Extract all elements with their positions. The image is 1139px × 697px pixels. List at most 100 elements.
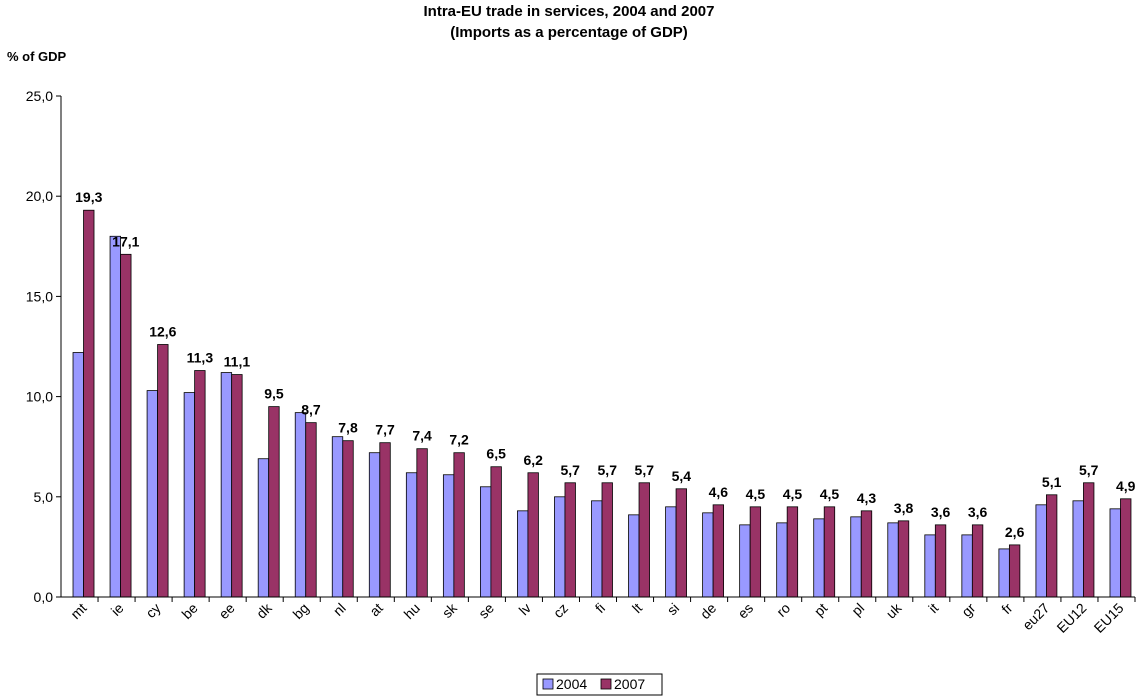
x-tick-label: EU12	[1053, 600, 1089, 636]
axes-lines	[60, 96, 1135, 598]
bar-2004-lt	[628, 514, 640, 598]
bar-2004-de	[702, 512, 714, 598]
x-tick-label: cy	[142, 600, 163, 621]
data-label: 6,5	[486, 446, 506, 462]
legend-label-2007: 2007	[614, 676, 645, 692]
bar-2007-bg	[305, 422, 317, 598]
bar-2007-fr	[1008, 544, 1021, 598]
bar-2007-hu	[416, 448, 428, 598]
bar-2007-lt	[638, 482, 650, 598]
bar-2004-it	[924, 534, 936, 598]
bar-2004-sk	[442, 474, 455, 598]
y-tick-label: 15,0	[26, 288, 53, 304]
data-label: 7,4	[412, 428, 432, 444]
data-label: 4,6	[709, 484, 729, 500]
x-tick-label: fr	[998, 600, 1016, 618]
x-tick-label: uk	[883, 599, 905, 621]
y-tick-label: 20,0	[26, 188, 53, 204]
x-tick-label: gr	[958, 600, 978, 620]
y-axis: 0,0 5,0 10,0 15,0 20,0 25,0	[26, 88, 61, 605]
data-label: 4,9	[1116, 478, 1136, 494]
bar-2004-fi	[591, 500, 603, 598]
bar-2007-fi	[601, 482, 613, 598]
bar-2004-be	[183, 392, 196, 598]
bar-2007-dk	[268, 406, 280, 598]
bar-2007-mt	[83, 209, 95, 598]
bar-2007-nl	[342, 440, 354, 598]
bar-2004-EU12	[1072, 500, 1084, 598]
data-label: 5,7	[560, 462, 580, 478]
data-label: 4,3	[857, 490, 877, 506]
x-tick-label: be	[178, 600, 200, 622]
data-label: 19,3	[75, 189, 102, 205]
legend: 2004 2007	[536, 673, 663, 696]
bar-2004-ro	[776, 522, 788, 598]
bar-2004-cy	[146, 390, 158, 598]
data-label: 8,7	[301, 402, 321, 418]
bar-2004-lv	[517, 510, 529, 598]
chart-title: Intra-EU trade in services, 2004 and 200…	[424, 3, 715, 20]
data-label: 11,1	[224, 354, 251, 370]
bar-2007-se	[490, 466, 502, 598]
y-tick-label: 10,0	[26, 389, 53, 405]
x-tick-label: hu	[401, 600, 423, 622]
data-label: 4,5	[746, 486, 766, 502]
x-tick-label: dk	[253, 599, 275, 621]
x-tick-label: bg	[290, 600, 312, 622]
bar-2007-es	[749, 506, 762, 598]
x-tick-label: EU15	[1091, 600, 1127, 636]
x-tick-label: ie	[108, 600, 127, 619]
bar-2004-si	[665, 506, 677, 598]
bar-2004-EU15	[1109, 508, 1121, 598]
bar-2007-pl	[860, 510, 873, 598]
bar-2004-nl	[331, 436, 344, 598]
bar-2004-ee	[220, 372, 233, 598]
data-label: 5,4	[672, 468, 692, 484]
x-tick-label: at	[366, 600, 386, 620]
x-axis: mt ie cy be ee dk bg nl at hu sk se lv cz fi lt si de es ro…	[67, 597, 1136, 636]
bar-2007-gr	[971, 524, 984, 598]
bar-2007-si	[675, 488, 687, 598]
data-label: 5,1	[1042, 474, 1062, 490]
bar-2007-be	[194, 370, 206, 598]
x-tick-label: lt	[629, 600, 645, 616]
data-label: 4,5	[783, 486, 803, 502]
bar-2004-bg	[294, 412, 307, 598]
bar-2007-eu27	[1046, 494, 1058, 598]
bar-2007-cy	[157, 344, 169, 598]
legend-swatch-2007	[600, 678, 612, 690]
bar-2007-sk	[453, 452, 465, 598]
x-tick-label: es	[734, 600, 756, 622]
x-tick-label: ro	[773, 600, 793, 620]
bar-2007-pt	[823, 506, 836, 598]
data-label: 9,5	[264, 386, 284, 402]
bar-2004-ie	[109, 235, 121, 598]
x-tick-label: nl	[330, 600, 349, 619]
data-label: 5,7	[635, 462, 655, 478]
bar-2007-EU12	[1083, 482, 1095, 598]
x-tick-label: fi	[592, 600, 608, 616]
y-axis-label: % of GDP	[7, 49, 67, 64]
data-label: 3,6	[968, 504, 988, 520]
data-label: 7,8	[338, 420, 358, 436]
x-tick-label: cz	[550, 600, 571, 621]
x-tick-label: si	[664, 600, 682, 618]
bar-2004-pt	[813, 518, 825, 598]
x-tick-label: pt	[811, 600, 831, 620]
bar-2007-ie	[120, 253, 132, 598]
data-label: 5,7	[1079, 462, 1099, 478]
bar-2004-es	[739, 524, 751, 598]
bar-2004-eu27	[1035, 504, 1047, 598]
data-label: 7,2	[449, 432, 469, 448]
data-label: 5,7	[598, 462, 618, 478]
bar-2004-dk	[257, 458, 270, 598]
data-label: 3,6	[931, 504, 951, 520]
bar-2004-fr	[998, 548, 1010, 598]
bar-2004-cz	[554, 496, 566, 598]
x-tick-label: ee	[215, 600, 237, 622]
data-label: 3,8	[894, 500, 914, 516]
bar-2007-cz	[564, 482, 576, 598]
legend-swatch-2004	[542, 678, 554, 690]
x-tick-label: eu27	[1019, 600, 1052, 633]
